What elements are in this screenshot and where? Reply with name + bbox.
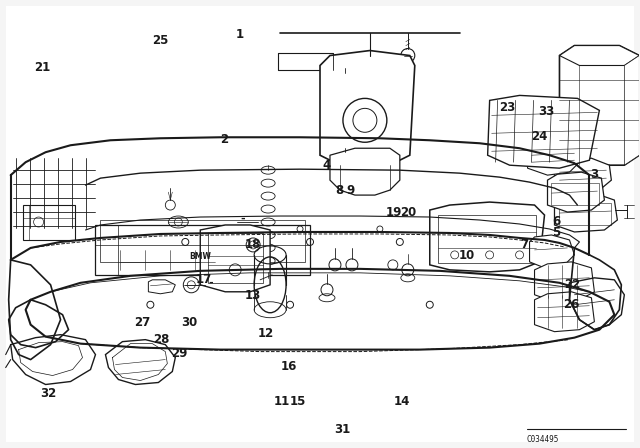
Text: BMW: BMW: [189, 252, 211, 261]
Text: 1: 1: [236, 28, 244, 41]
Text: 10: 10: [459, 249, 475, 262]
Text: 33: 33: [539, 105, 555, 118]
Text: 4: 4: [323, 159, 330, 172]
Text: 27: 27: [134, 316, 150, 329]
Text: 29: 29: [172, 347, 188, 360]
Text: 26: 26: [563, 298, 579, 311]
Text: -: -: [208, 278, 213, 288]
Polygon shape: [534, 262, 595, 302]
Text: 30: 30: [181, 316, 197, 329]
Bar: [100, 220, 305, 262]
Text: 8: 8: [335, 184, 343, 197]
Text: 23: 23: [499, 101, 515, 114]
Text: 17: 17: [196, 273, 212, 286]
Bar: [22, 205, 74, 240]
Text: 14: 14: [394, 395, 410, 408]
Bar: [278, 52, 333, 70]
Polygon shape: [559, 46, 639, 65]
Polygon shape: [106, 340, 175, 384]
Bar: [95, 225, 310, 275]
Text: 31: 31: [334, 423, 351, 436]
Text: 3: 3: [591, 168, 598, 181]
Polygon shape: [148, 280, 175, 294]
Bar: [208, 233, 263, 283]
Polygon shape: [430, 202, 545, 272]
Text: 28: 28: [154, 333, 170, 346]
Text: 20: 20: [400, 207, 416, 220]
Text: 6: 6: [552, 215, 561, 228]
Text: 25: 25: [152, 34, 168, 47]
Text: 22: 22: [564, 278, 580, 291]
Polygon shape: [554, 193, 618, 232]
Text: 12: 12: [257, 327, 274, 340]
Text: 15: 15: [289, 395, 306, 408]
Text: 32: 32: [40, 387, 57, 400]
Text: 18: 18: [244, 237, 261, 250]
Polygon shape: [488, 95, 600, 168]
Text: 16: 16: [281, 360, 298, 374]
Polygon shape: [320, 51, 415, 168]
Polygon shape: [547, 172, 604, 212]
Polygon shape: [527, 140, 579, 175]
Text: 11: 11: [273, 395, 290, 408]
Text: -: -: [240, 214, 244, 224]
Bar: [438, 215, 536, 263]
Polygon shape: [529, 235, 575, 268]
Text: 5: 5: [552, 226, 561, 239]
Text: 7: 7: [520, 237, 529, 250]
Text: C034495: C034495: [527, 435, 559, 444]
Text: 9: 9: [346, 184, 355, 197]
Text: 19: 19: [386, 207, 403, 220]
Bar: [559, 203, 611, 225]
Polygon shape: [559, 46, 639, 165]
Text: 21: 21: [34, 61, 51, 74]
Polygon shape: [625, 56, 639, 165]
Polygon shape: [330, 148, 400, 195]
Text: 13: 13: [245, 289, 261, 302]
Polygon shape: [534, 292, 595, 332]
Polygon shape: [200, 225, 270, 292]
Text: 24: 24: [531, 130, 547, 143]
Polygon shape: [554, 158, 611, 192]
Text: 2: 2: [220, 133, 228, 146]
Bar: [552, 183, 600, 205]
Polygon shape: [11, 335, 95, 384]
